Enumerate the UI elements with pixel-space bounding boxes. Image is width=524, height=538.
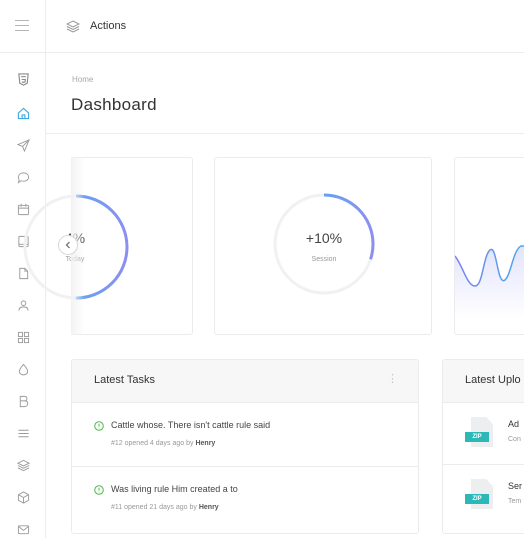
task-meta-text: #12 opened 4 days ago by (111, 440, 194, 447)
page-title: Dashboard (71, 95, 157, 114)
chevron-left-icon (65, 241, 70, 249)
carousel-prev-button[interactable] (58, 235, 78, 255)
carousel-fade (71, 157, 85, 335)
stat-card-today: 4% Today (23, 157, 193, 335)
task-row[interactable]: Cattle whose. There isn't cattle rule sa… (72, 403, 418, 467)
latest-uploads-panel: Latest Uplo ZIP Ad Con ZIP Ser Tem (442, 359, 524, 534)
task-title[interactable]: Was living rule Him created a to (111, 484, 238, 494)
bold-icon[interactable] (16, 394, 30, 408)
chat-icon[interactable] (16, 170, 30, 184)
alert-circle-icon (94, 485, 104, 495)
user-icon[interactable] (16, 298, 30, 312)
upload-subtitle: Con (508, 436, 521, 443)
actions-label: Actions (90, 20, 127, 32)
actions-button[interactable]: Actions (66, 18, 126, 34)
breadcrumb[interactable]: Home (72, 75, 94, 84)
upload-row[interactable]: ZIP Ser Tem (443, 465, 524, 527)
task-meta: #11 opened 21 days ago by Henry (111, 504, 219, 511)
more-vertical-icon[interactable]: ⋮ (387, 373, 398, 385)
stat-value: +10% (305, 230, 343, 246)
cube-icon[interactable] (16, 490, 30, 504)
task-author[interactable]: Henry (198, 504, 219, 511)
menu-icon[interactable] (15, 20, 29, 32)
grid-icon[interactable] (16, 330, 30, 344)
task-row[interactable]: Was living rule Him created a to #11 ope… (72, 467, 418, 531)
sidebar (0, 53, 46, 538)
panel-header: Latest Tasks ⋮ (72, 360, 418, 403)
send-icon[interactable] (16, 138, 30, 152)
file-type-badge: ZIP (465, 432, 489, 442)
latest-tasks-panel: Latest Tasks ⋮ Cattle whose. There isn't… (71, 359, 419, 534)
task-meta-text: #11 opened 21 days ago by (111, 504, 197, 511)
stat-card-session: +10% Session (214, 157, 432, 335)
upload-row[interactable]: ZIP Ad Con (443, 403, 524, 465)
home-icon[interactable] (16, 106, 30, 120)
panel-header: Latest Uplo (443, 360, 524, 403)
top-divider (45, 0, 46, 53)
list-icon[interactable] (16, 426, 30, 440)
upload-name[interactable]: Ad (508, 419, 520, 429)
stat-label: Session (311, 256, 337, 263)
zip-file-icon: ZIP (465, 417, 495, 451)
task-title[interactable]: Cattle whose. There isn't cattle rule sa… (111, 420, 271, 430)
session-gauge (273, 193, 375, 295)
zip-file-icon: ZIP (465, 479, 495, 513)
page-header: Home Dashboard (46, 53, 524, 134)
mail-icon[interactable] (16, 522, 30, 536)
upload-name[interactable]: Ser (508, 481, 523, 491)
file-type-badge: ZIP (465, 494, 489, 504)
layers-icon (66, 20, 80, 33)
upload-subtitle: Tem (508, 498, 522, 505)
trend-sparkline (455, 245, 524, 318)
top-bar: Actions (0, 0, 524, 53)
calendar-icon[interactable] (16, 202, 30, 216)
panel-title: Latest Uplo (465, 374, 521, 386)
task-meta: #12 opened 4 days ago by Henry (111, 440, 215, 447)
task-author[interactable]: Henry (195, 440, 216, 447)
alert-circle-icon (94, 421, 104, 431)
panel-title: Latest Tasks (94, 374, 155, 386)
html5-icon[interactable] (16, 72, 30, 86)
stat-card-trend (454, 157, 524, 335)
layers-icon[interactable] (16, 458, 30, 472)
file-icon[interactable] (16, 266, 30, 280)
drop-icon[interactable] (16, 362, 30, 376)
